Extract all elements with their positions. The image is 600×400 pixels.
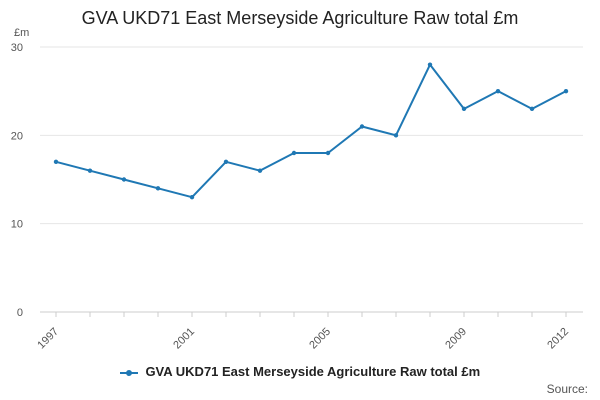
data-point[interactable] <box>359 124 365 129</box>
data-point[interactable] <box>121 177 127 182</box>
data-point[interactable] <box>291 150 297 156</box>
data-point[interactable] <box>155 186 161 191</box>
y-tick-label: 20 <box>11 130 23 142</box>
chart-title: GVA UKD71 East Merseyside Agriculture Ra… <box>81 8 519 28</box>
series-group <box>53 62 569 200</box>
y-tick-label: 10 <box>11 219 23 231</box>
source-label: Source: <box>546 382 588 396</box>
data-point[interactable] <box>563 88 569 94</box>
series-line <box>55 63 567 199</box>
data-point[interactable] <box>427 62 433 67</box>
y-tick-label: 0 <box>17 307 23 319</box>
legend[interactable]: GVA UKD71 East Merseyside Agriculture Ra… <box>0 364 600 379</box>
data-point[interactable] <box>393 133 399 138</box>
y-axis-label: £m <box>14 27 29 39</box>
x-tick-label: 1997 <box>35 326 61 352</box>
data-point[interactable] <box>87 168 93 173</box>
legend-marker-icon <box>119 368 138 378</box>
legend-label: GVA UKD71 East Merseyside Agriculture Ra… <box>145 364 481 379</box>
data-point[interactable] <box>529 106 535 112</box>
data-point[interactable] <box>53 159 59 165</box>
y-axis-ticks: 0 10 20 30 <box>11 42 23 319</box>
data-point[interactable] <box>223 159 229 165</box>
data-point[interactable] <box>189 194 195 200</box>
x-tick-label: 2012 <box>545 326 571 352</box>
data-point[interactable] <box>257 168 263 173</box>
x-tick-label: 2009 <box>443 326 469 352</box>
data-point[interactable] <box>325 150 331 156</box>
x-axis-ticks: 1997 2001 2005 2009 2012 <box>35 312 571 351</box>
data-point[interactable] <box>495 88 501 94</box>
data-point[interactable] <box>461 106 467 112</box>
x-tick-label: 2005 <box>307 326 333 352</box>
x-tick-label: 2001 <box>171 326 197 352</box>
gridlines <box>40 46 583 313</box>
y-tick-label: 30 <box>11 42 23 54</box>
